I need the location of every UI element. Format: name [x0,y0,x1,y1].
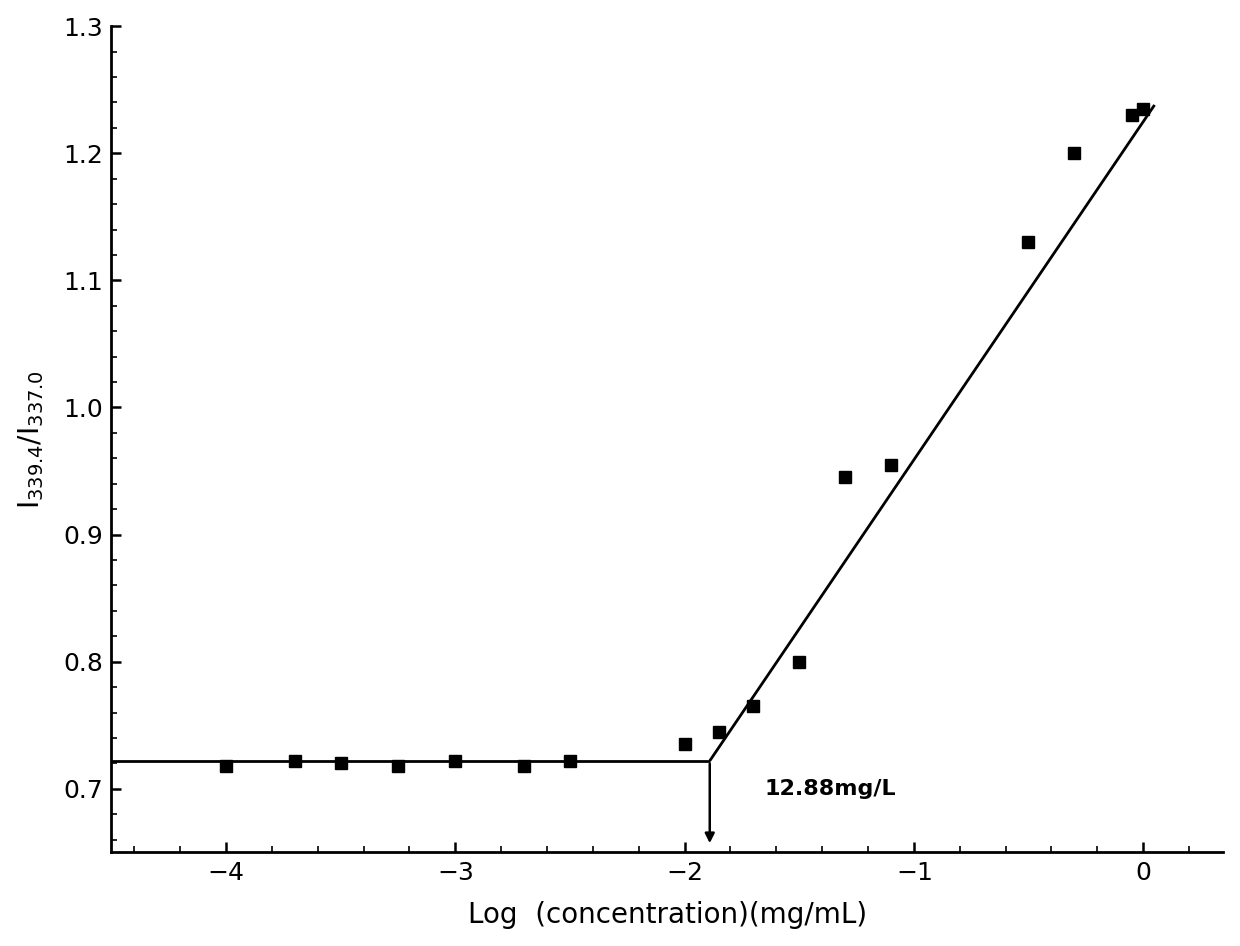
Y-axis label: $\mathregular{I_{339.4}/I_{337.0}}$: $\mathregular{I_{339.4}/I_{337.0}}$ [16,370,46,509]
Text: 12.88mg/L: 12.88mg/L [765,779,897,798]
X-axis label: Log  (concentration)(mg/mL): Log (concentration)(mg/mL) [467,902,867,929]
